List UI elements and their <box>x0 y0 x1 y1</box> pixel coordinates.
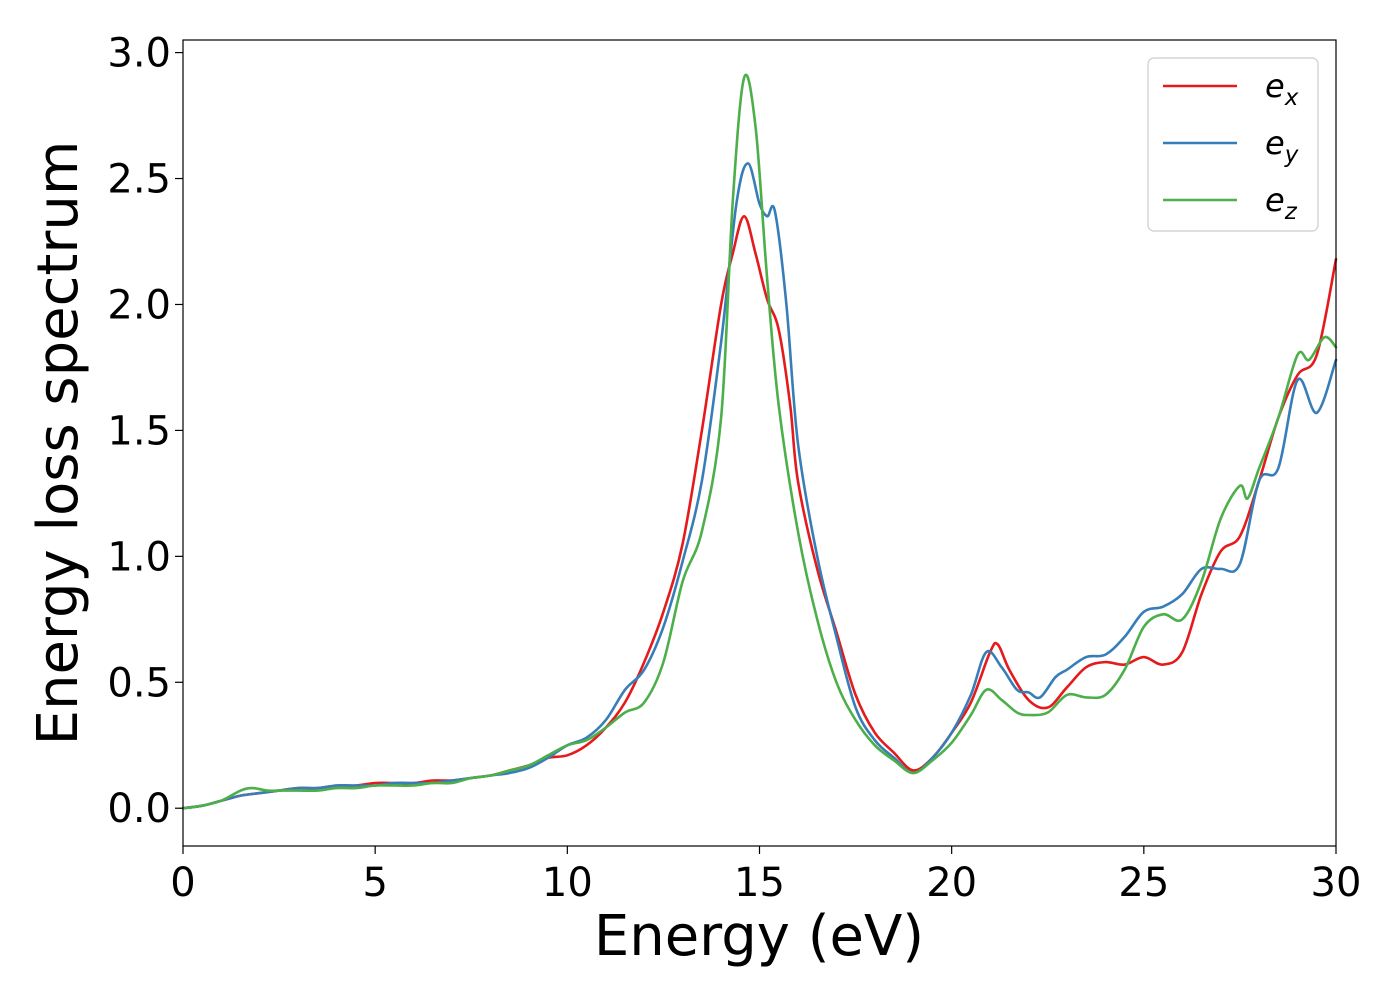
x-tick-label: 5 <box>362 860 387 906</box>
x-tick-label: 30 <box>1311 860 1362 906</box>
x-tick-label: 10 <box>542 860 593 906</box>
y-axis-title: Energy loss spectrum <box>26 141 91 746</box>
x-tick-label: 15 <box>734 860 785 906</box>
legend-box <box>1147 57 1319 232</box>
series-line-ez <box>181 73 1338 810</box>
x-tick-label: 25 <box>1118 860 1169 906</box>
y-tick-label: 0.5 <box>107 660 171 706</box>
x-axis-title: Energy (eV) <box>594 904 924 969</box>
y-tick-label: 1.0 <box>107 534 171 580</box>
y-axis-ticks: 0.0 0.5 1.0 1.5 2.0 2.5 3.0 <box>107 31 183 832</box>
y-tick-label: 2.0 <box>107 282 171 328</box>
y-tick-label: 1.5 <box>107 408 171 454</box>
series-line-ey <box>181 162 1338 810</box>
x-tick-label: 20 <box>926 860 977 906</box>
y-tick-label: 2.5 <box>107 157 171 203</box>
y-tick-label: 3.0 <box>107 31 171 77</box>
series-layer <box>181 73 1338 810</box>
y-tick-label: 0.0 <box>107 786 171 832</box>
x-tick-label: 0 <box>170 860 195 906</box>
x-axis-ticks: 0 5 10 15 20 25 30 <box>170 846 1361 906</box>
